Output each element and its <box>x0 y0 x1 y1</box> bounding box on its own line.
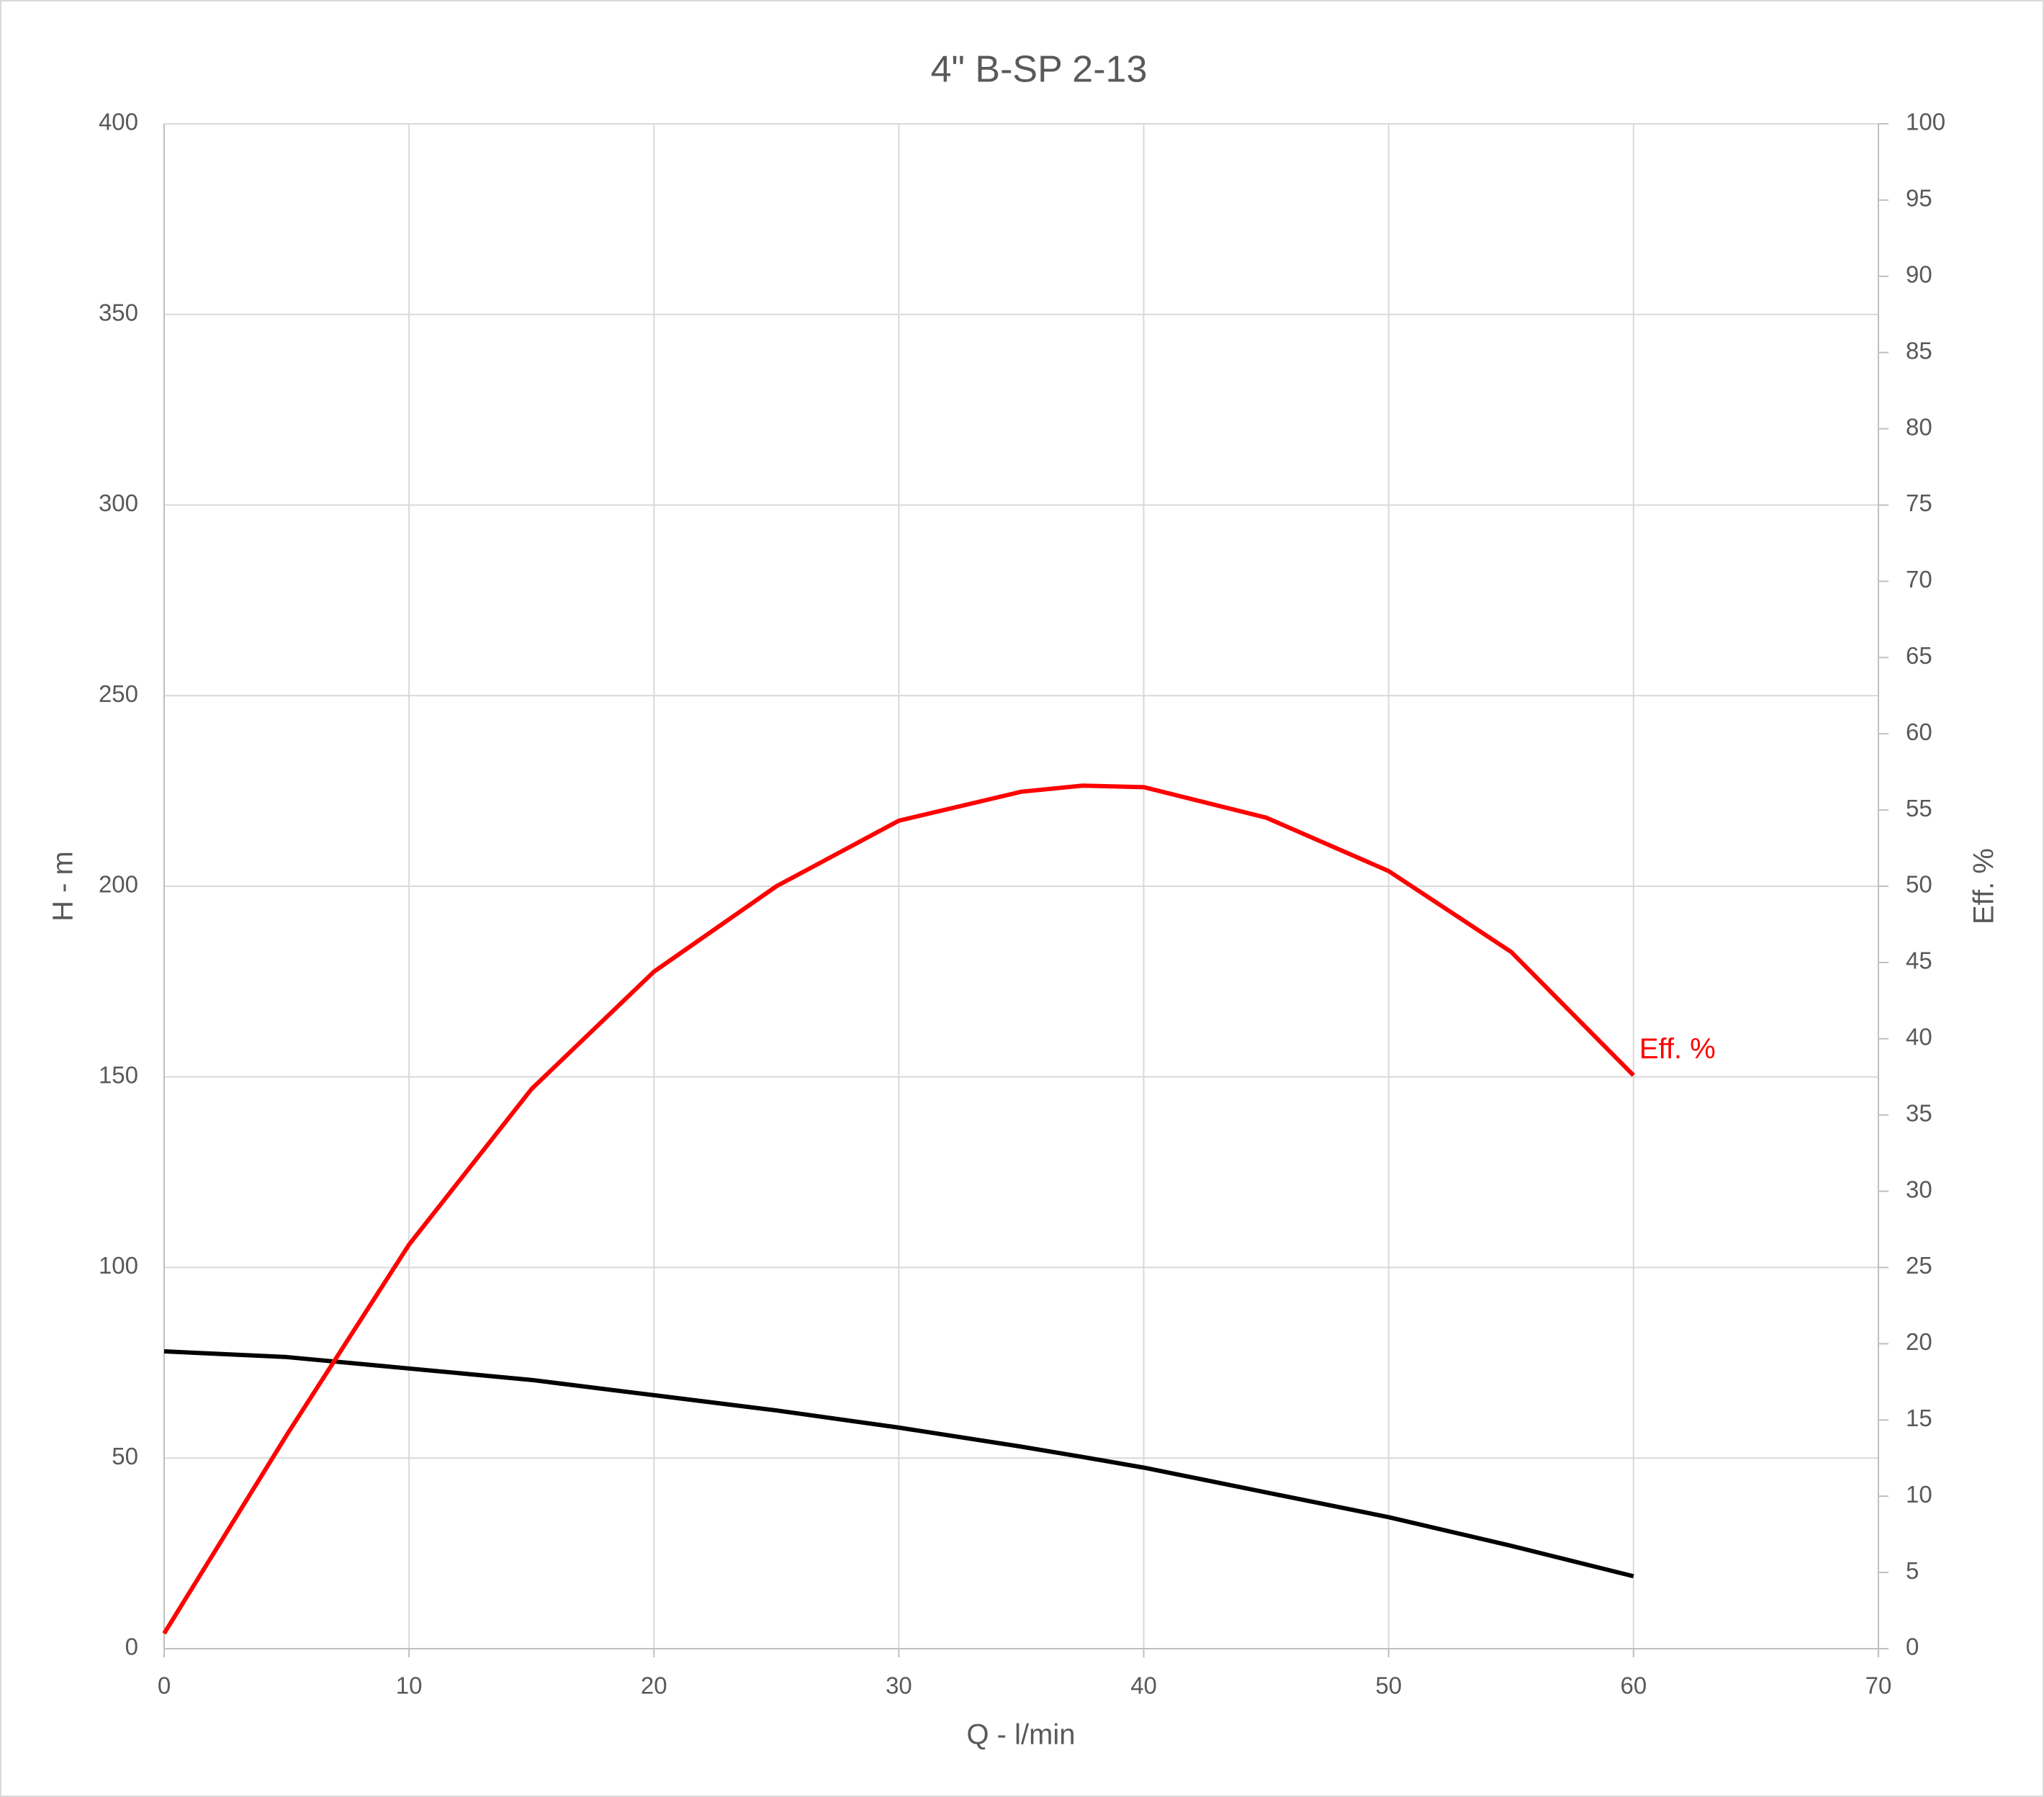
y2-tick-label: 10 <box>1906 1481 1932 1508</box>
y-axis-label: H - m <box>48 851 79 922</box>
data-line <box>163 1348 1634 1579</box>
y-tick-label: 100 <box>99 1252 138 1279</box>
x-tick-label: 0 <box>158 1672 171 1699</box>
x-tick-label: 10 <box>396 1672 423 1699</box>
series-label: Eff. % <box>1639 1033 1716 1065</box>
y2-tick-label: 40 <box>1906 1024 1932 1050</box>
y2-tick-label: 15 <box>1906 1405 1932 1431</box>
x-tick-label: 20 <box>641 1672 667 1699</box>
y2-tick-label: 80 <box>1906 413 1932 440</box>
y2-tick-label: 0 <box>1906 1634 1919 1660</box>
y-tick-label: 0 <box>125 1634 138 1660</box>
y-tick-label: 300 <box>99 490 138 516</box>
y2-tick-label: 50 <box>1906 871 1932 898</box>
y2-tick-label: 100 <box>1906 109 1945 135</box>
y-tick-label: 350 <box>99 299 138 325</box>
y2-tick-label: 60 <box>1906 719 1932 745</box>
y2-tick-label: 45 <box>1906 947 1932 974</box>
x-tick-label: 70 <box>1865 1672 1892 1699</box>
y2-tick-label: 75 <box>1906 490 1932 516</box>
y2-tick-label: 85 <box>1906 337 1932 364</box>
x-tick-label: 40 <box>1130 1672 1157 1699</box>
y-tick-label: 250 <box>99 680 138 707</box>
y2-tick-label: 35 <box>1906 1099 1932 1126</box>
y2-tick-label: 95 <box>1906 185 1932 212</box>
x-tick-label: 30 <box>886 1672 912 1699</box>
y-tick-label: 50 <box>112 1443 138 1469</box>
y2-tick-label: 70 <box>1906 566 1932 593</box>
y2-tick-label: 25 <box>1906 1252 1932 1279</box>
y-tick-label: 200 <box>99 871 138 898</box>
y2-tick-label: 20 <box>1906 1328 1932 1355</box>
y2-tick-label: 5 <box>1906 1557 1919 1584</box>
chart-title: 4" B-SP 2-13 <box>931 49 1148 91</box>
y2-axis-label: Eff. % <box>1968 848 2000 924</box>
x-tick-label: 60 <box>1620 1672 1647 1699</box>
data-line <box>162 783 1635 1635</box>
y2-tick-label: 65 <box>1906 642 1932 669</box>
y2-tick-label: 55 <box>1906 795 1932 821</box>
x-tick-label: 50 <box>1375 1672 1402 1699</box>
x-axis-label: Q - l/min <box>966 1719 1075 1751</box>
y-tick-label: 400 <box>99 109 138 135</box>
y-tick-label: 150 <box>99 1061 138 1088</box>
y2-tick-label: 90 <box>1906 261 1932 288</box>
y2-tick-label: 30 <box>1906 1176 1932 1202</box>
